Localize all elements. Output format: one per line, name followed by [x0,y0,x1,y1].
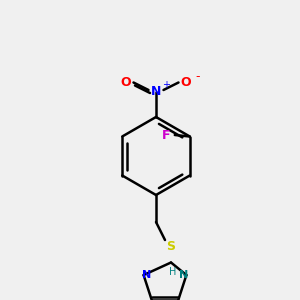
Text: N: N [142,270,151,280]
Text: O: O [121,76,131,89]
Text: S: S [167,239,176,253]
Text: -: - [196,70,200,83]
Text: +: + [163,80,170,91]
Text: F: F [161,128,170,142]
Text: H: H [169,267,177,277]
Text: N: N [151,85,161,98]
Text: N: N [179,270,188,280]
Text: O: O [181,76,191,89]
